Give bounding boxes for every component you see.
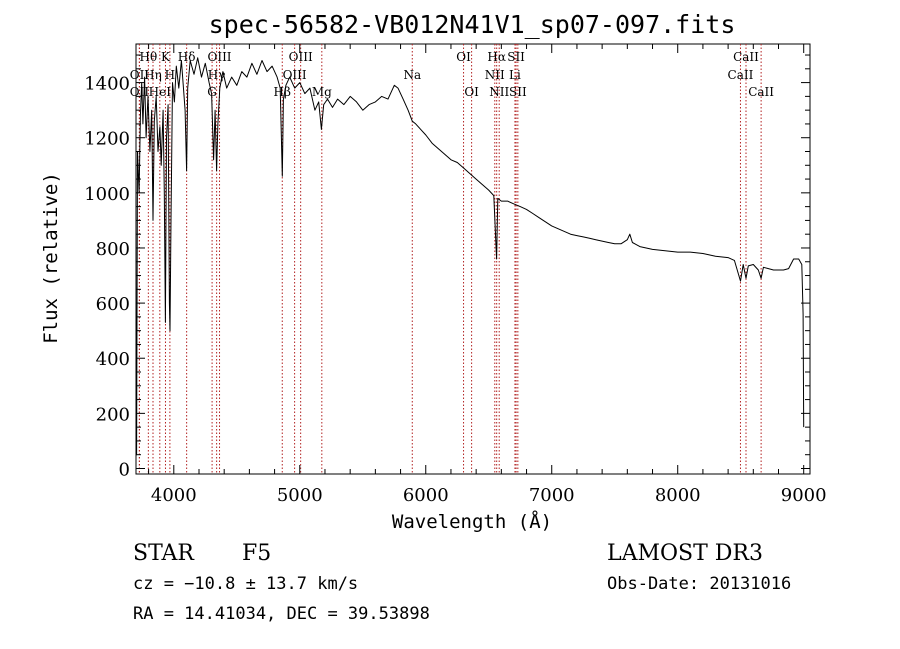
line-marker-label: SII — [509, 85, 527, 99]
line-marker-label: G — [207, 85, 217, 99]
line-marker-label: NII — [489, 85, 509, 99]
axis-tick-labels: 4000 5000 6000 7000 8000 9000 0 200 400 600 800 100… — [84, 74, 826, 506]
line-marker-label: SII — [507, 50, 525, 64]
chart-title: spec-56582-VB012N41V1_sp07-097.fits — [209, 10, 736, 39]
object-class: STAR — [133, 541, 195, 566]
x-tick-label: 6000 — [403, 485, 449, 506]
plot-frame — [135, 43, 811, 475]
line-marker-label: Na — [403, 68, 421, 82]
line-marker-label: CaII — [733, 50, 759, 64]
line-marker-label: Mg — [312, 85, 332, 99]
line-marker-label: Hη — [144, 68, 162, 82]
line-marker-label: H — [165, 68, 175, 82]
line-marker-label: CaII — [728, 68, 754, 82]
spectrum-line — [135, 57, 805, 456]
line-marker-group — [138, 44, 762, 474]
x-tick-label: 7000 — [529, 485, 575, 506]
x-tick-label: 8000 — [655, 485, 701, 506]
object-subclass: F5 — [242, 541, 271, 566]
x-tick-label: 4000 — [151, 485, 197, 506]
redshift-text: cz = −10.8 ± 13.7 km/s — [133, 574, 358, 594]
axis-ticks — [136, 44, 810, 474]
line-marker-label: CaII — [748, 85, 774, 99]
y-tick-label: 1400 — [84, 74, 130, 95]
y-tick-label: 800 — [96, 239, 130, 260]
y-tick-label: 600 — [96, 294, 130, 315]
x-tick-label: 5000 — [277, 485, 323, 506]
line-marker-label: NII — [485, 68, 505, 82]
y-tick-label: 1200 — [84, 129, 130, 150]
y-axis-label: Flux (relative) — [40, 172, 62, 344]
obs-date-text: Obs-Date: 20131016 — [607, 574, 791, 594]
line-marker-label: OI — [456, 50, 471, 64]
line-marker-label: Hθ — [139, 50, 157, 64]
line-marker-label: OIII — [289, 50, 313, 64]
line-marker-label: OIII — [283, 68, 307, 82]
x-tick-label: 9000 — [781, 485, 827, 506]
line-marker-label: Hδ — [178, 50, 196, 64]
coordinates-text: RA = 14.41034, DEC = 39.53898 — [133, 604, 430, 624]
y-tick-label: 1000 — [84, 184, 130, 205]
line-marker-label: Hβ — [274, 85, 291, 99]
y-tick-label: 400 — [96, 349, 130, 370]
line-marker-label: Li — [509, 68, 521, 82]
line-marker-label: HeI — [149, 85, 172, 99]
line-marker-label: K — [161, 50, 171, 64]
y-tick-label: 0 — [119, 459, 130, 480]
line-marker-label: Hγ — [208, 68, 226, 82]
x-axis-label: Wavelength (Å) — [392, 510, 552, 533]
line-marker-label: OII — [130, 85, 150, 99]
y-tick-label: 200 — [96, 404, 130, 425]
line-marker-label: Hα — [487, 50, 506, 64]
line-marker-label: OIII — [207, 50, 231, 64]
survey-name: LAMOST DR3 — [607, 541, 763, 566]
line-marker-label: OI — [464, 85, 479, 99]
